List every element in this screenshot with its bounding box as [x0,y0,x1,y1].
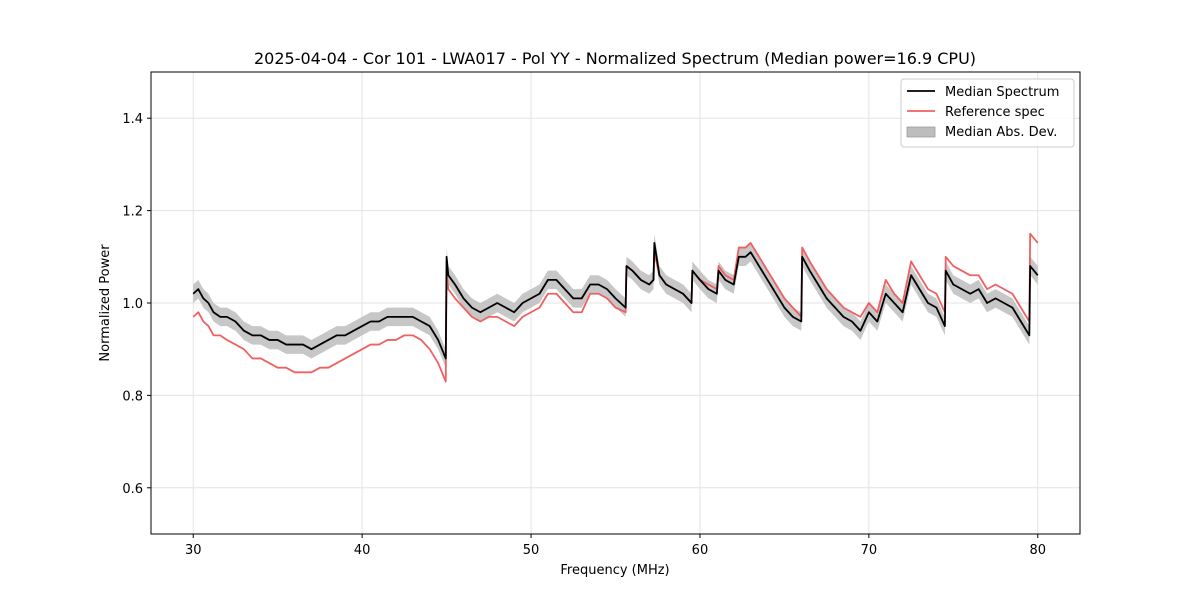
y-tick-label: 1.4 [122,112,143,127]
legend-mad-swatch [906,126,936,138]
x-tick-label: 80 [1029,543,1046,558]
y-tick-label: 1.0 [122,297,143,312]
x-axis-label: Frequency (MHz) [560,563,669,578]
x-tick-label: 60 [692,543,709,558]
y-axis-label: Normalized Power [98,244,113,362]
axis-ticks: 30 40 50 60 70 80 0.6 0.8 1.0 1.2 1.4 [122,112,1046,558]
median-spectrum-line [192,242,1039,360]
legend-median-label: Median Spectrum [945,85,1059,100]
series-layer [192,232,1039,383]
legend-box [900,78,1075,148]
legend-mad-label: Median Abs. Dev. [945,125,1057,140]
x-tick-label: 30 [185,543,202,558]
mad-band [193,233,1038,368]
legend: Median Spectrum Reference spec Median Ab… [900,78,1075,148]
x-tick-label: 40 [354,543,371,558]
y-tick-label: 0.6 [122,482,143,497]
mad-band-layer [193,233,1038,368]
reference-spec-line [192,232,1039,383]
y-tick-label: 1.2 [122,205,143,220]
x-tick-label: 70 [861,543,878,558]
legend-reference-label: Reference spec [945,105,1045,120]
y-tick-label: 0.8 [122,389,143,404]
x-tick-label: 50 [523,543,540,558]
chart-title: 2025-04-04 - Cor 101 - LWA017 - Pol YY -… [254,49,976,68]
